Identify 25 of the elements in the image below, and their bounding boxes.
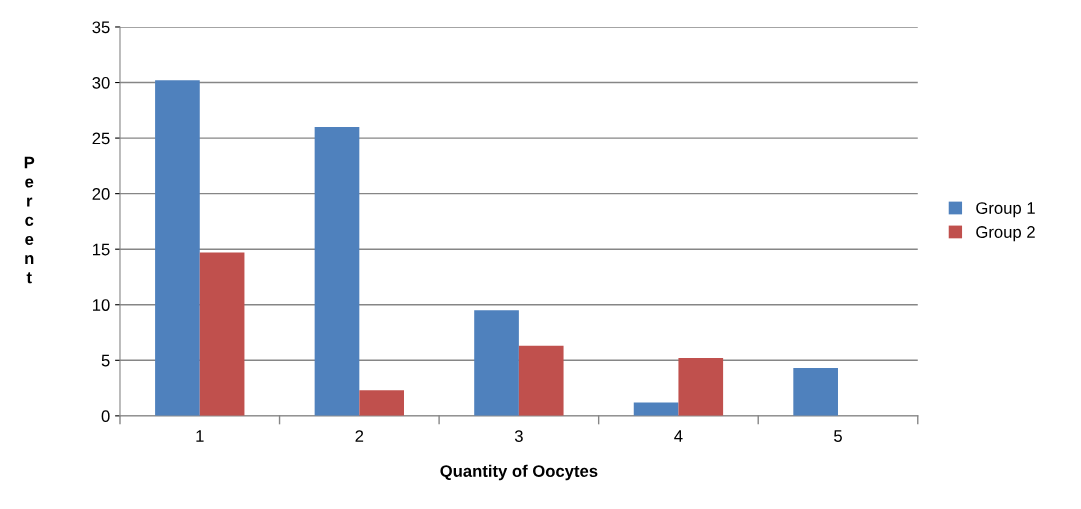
y-tick-label: 15 <box>93 243 110 256</box>
y-tick-label: 30 <box>92 76 110 89</box>
bar <box>314 126 360 416</box>
bar <box>155 80 200 416</box>
y-tick-label: 0 <box>101 410 110 423</box>
bar <box>474 310 519 416</box>
x-tick-label: 5 <box>834 430 842 442</box>
y-axis-title: Percent <box>24 156 35 284</box>
bar <box>199 252 245 416</box>
bar <box>359 390 404 416</box>
x-tick-label: 4 <box>674 430 683 442</box>
x-tick-label: 3 <box>514 430 523 442</box>
x-axis-title: Quantity of Oocytes <box>440 464 598 481</box>
legend-label: Group 1 <box>976 202 1035 218</box>
x-tick-label: 1 <box>196 430 204 442</box>
y-tick-label: 10 <box>93 299 110 311</box>
bar <box>793 368 838 416</box>
legend-label: Group 2 <box>976 226 1035 242</box>
y-tick-label: 20 <box>92 188 110 200</box>
y-tick-label: 5 <box>101 354 110 367</box>
x-tick-label: 2 <box>355 430 364 442</box>
bar <box>518 345 564 416</box>
bar <box>678 358 724 416</box>
y-tick-label: 25 <box>92 132 110 145</box>
y-tick-label: 35 <box>92 21 110 34</box>
